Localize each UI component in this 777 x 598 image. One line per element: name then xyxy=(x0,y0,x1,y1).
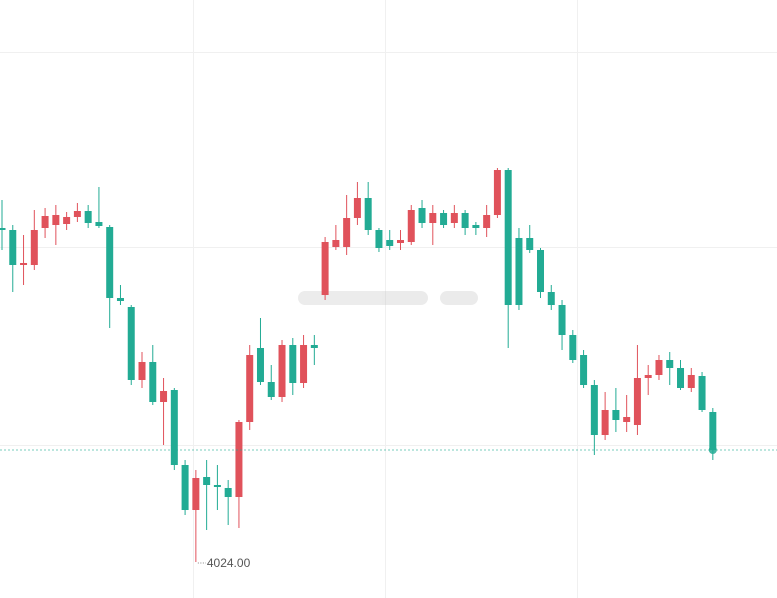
candle-body xyxy=(493,170,501,215)
candle-body xyxy=(601,410,609,435)
candle-body xyxy=(590,385,598,435)
candle-body xyxy=(9,230,17,265)
candle-body xyxy=(192,478,200,510)
candle-body xyxy=(95,222,103,226)
candle-body xyxy=(289,345,297,383)
candle-body xyxy=(655,360,663,375)
candle-body xyxy=(256,348,264,382)
candle-body xyxy=(321,242,329,295)
candle-body xyxy=(709,412,717,450)
candle-body xyxy=(580,355,588,385)
candle-body xyxy=(30,230,38,265)
candle-body xyxy=(440,213,448,225)
candle-body xyxy=(547,292,555,305)
candle-body xyxy=(612,410,620,420)
candle-body xyxy=(138,362,146,380)
candle-body xyxy=(666,360,674,368)
candle-body xyxy=(698,376,706,410)
candle-body xyxy=(343,218,351,247)
candle-body xyxy=(41,216,49,228)
candle-body xyxy=(0,228,6,230)
candle-body xyxy=(52,215,60,225)
candle-body xyxy=(73,211,81,217)
candle-body xyxy=(149,362,157,402)
candle-body xyxy=(84,211,92,223)
candle-body xyxy=(418,208,426,223)
candle-body xyxy=(396,240,404,243)
candle-body xyxy=(267,382,275,397)
candle-body xyxy=(558,305,566,335)
candle-body xyxy=(623,417,631,422)
current-price-dot xyxy=(708,446,717,454)
candle-body xyxy=(429,213,437,223)
candle-body xyxy=(278,345,286,397)
candle-body xyxy=(106,227,114,298)
candle-body xyxy=(203,477,211,485)
candle-body xyxy=(633,378,641,425)
candle-body xyxy=(504,170,512,305)
candle-body xyxy=(127,307,135,380)
candle-body xyxy=(213,485,221,487)
candle-body xyxy=(310,345,318,348)
candle-body xyxy=(300,345,308,383)
redacted-label xyxy=(440,291,478,305)
candle-body xyxy=(364,198,372,230)
candle-body xyxy=(677,368,685,388)
candle-body xyxy=(483,215,491,228)
redacted-label xyxy=(298,291,428,305)
candle-body xyxy=(332,240,340,247)
candle-body xyxy=(63,217,71,224)
candle-body xyxy=(515,238,523,305)
candle-body xyxy=(644,375,652,378)
candle-body xyxy=(160,391,168,402)
candle-body xyxy=(246,355,254,422)
candle-body xyxy=(224,488,232,497)
candle-body xyxy=(181,465,189,510)
candle-body xyxy=(472,225,480,228)
candle-body xyxy=(235,422,243,497)
low-label: 4024.00 xyxy=(207,556,251,570)
candle-body xyxy=(461,213,469,228)
blurred-overlay xyxy=(298,291,478,305)
candle-body xyxy=(116,298,124,301)
candle-body xyxy=(20,263,28,265)
candle-body xyxy=(353,198,361,218)
candle-body xyxy=(450,213,458,223)
candle-body xyxy=(526,238,534,250)
candle-body xyxy=(569,335,577,360)
candle-body xyxy=(687,375,695,388)
candle-body xyxy=(407,210,415,242)
candle-body xyxy=(375,230,383,248)
candle-body xyxy=(386,240,394,246)
candle-body xyxy=(537,250,544,292)
candle-body xyxy=(170,390,178,465)
